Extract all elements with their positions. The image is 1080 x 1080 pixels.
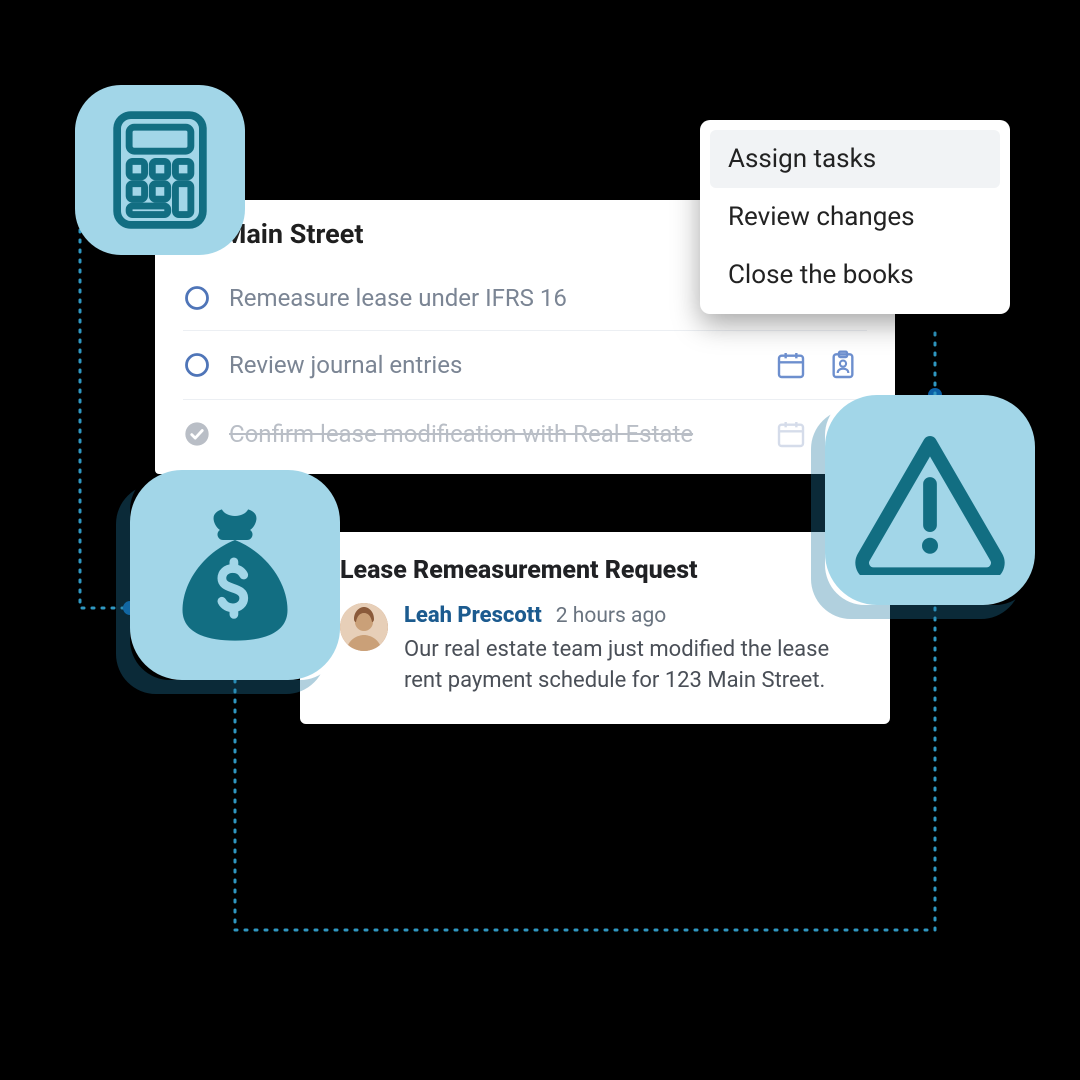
- actions-menu: Assign tasks Review changes Close the bo…: [700, 120, 1010, 314]
- calendar-icon[interactable]: [775, 418, 807, 450]
- task-label: Confirm lease modification with Real Est…: [229, 420, 757, 448]
- request-title: Lease Remeasurement Request: [340, 556, 862, 585]
- request-timestamp: 2 hours ago: [556, 604, 667, 628]
- check-circle-icon[interactable]: [183, 420, 211, 448]
- menu-item-close[interactable]: Close the books: [710, 246, 1000, 304]
- radio-unchecked-icon[interactable]: [183, 351, 211, 379]
- menu-item-review[interactable]: Review changes: [710, 188, 1000, 246]
- warning-tile: [825, 395, 1035, 605]
- infographic-stage: 23 Main Street Remeasure lease under IFR…: [0, 0, 1080, 1080]
- calculator-tile: [75, 85, 245, 255]
- money-bag-tile: [130, 470, 340, 680]
- calendar-icon[interactable]: [775, 349, 807, 381]
- request-card: Lease Remeasurement Request Leah Prescot…: [300, 532, 890, 724]
- avatar-placeholder-icon: [340, 603, 388, 651]
- radio-unchecked-icon[interactable]: [183, 284, 211, 312]
- author-avatar[interactable]: [340, 603, 388, 651]
- author-name[interactable]: Leah Prescott: [404, 603, 542, 628]
- task-row[interactable]: Review journal entries: [183, 331, 867, 400]
- warning-icon: [850, 425, 1010, 575]
- request-body-text: Our real estate team just modified the l…: [404, 634, 862, 696]
- money-bag-icon: [165, 500, 305, 650]
- task-row[interactable]: Confirm lease modification with Real Est…: [183, 400, 867, 468]
- task-row-actions: [775, 349, 867, 381]
- menu-item-assign[interactable]: Assign tasks: [710, 130, 1000, 188]
- assignee-badge-icon[interactable]: [827, 349, 859, 381]
- calculator-icon: [105, 110, 215, 230]
- task-label: Review journal entries: [229, 351, 757, 379]
